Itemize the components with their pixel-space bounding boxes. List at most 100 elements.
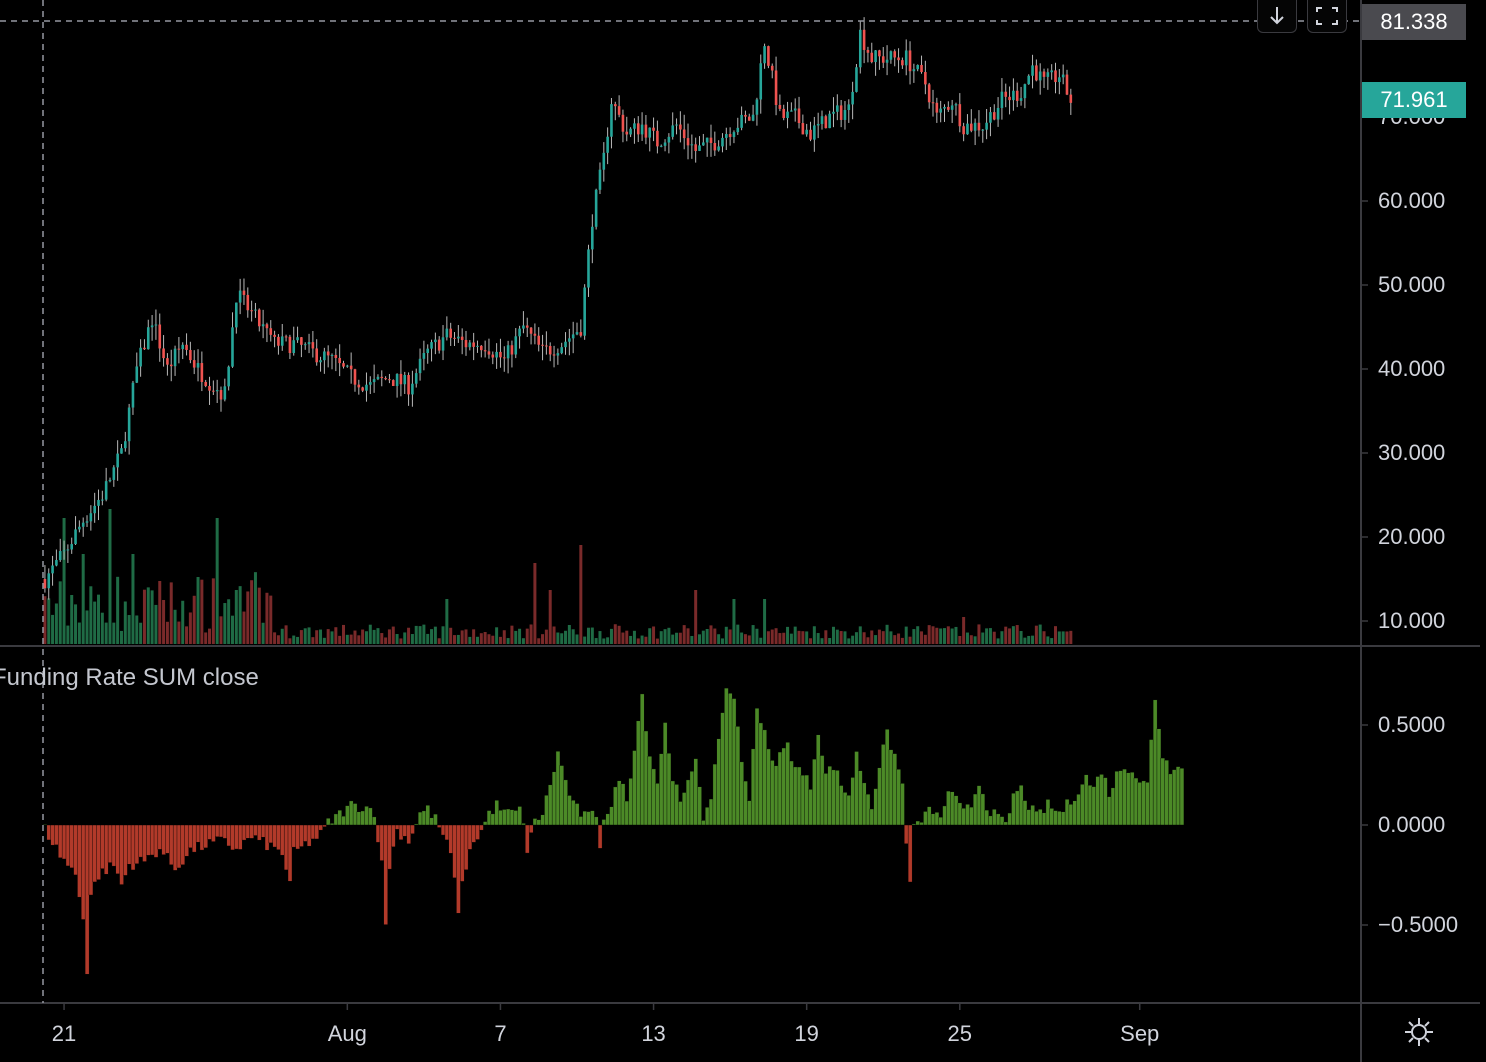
volume-bar	[498, 636, 502, 644]
volume-bar	[395, 634, 399, 644]
fullscreen-icon	[1316, 7, 1338, 25]
funding-bar	[536, 819, 542, 826]
funding-bar	[368, 807, 373, 826]
funding-bar	[1156, 728, 1162, 826]
volume-bar	[629, 635, 633, 644]
candle-body	[280, 336, 284, 346]
funding-bar	[574, 803, 580, 826]
candle-body	[200, 363, 204, 382]
volume-bar	[208, 628, 212, 644]
volume-bar	[1065, 631, 1069, 644]
candle-body	[372, 379, 376, 383]
candle-body	[820, 116, 824, 124]
candle-body	[349, 365, 353, 370]
candle-body	[541, 344, 544, 346]
candle-body	[127, 407, 131, 442]
volume-bar	[586, 627, 590, 644]
volume-bar	[617, 625, 621, 644]
funding-bar	[716, 738, 721, 826]
time-axis-tick-label: Sep	[1120, 1021, 1160, 1046]
funding-bar	[326, 818, 331, 826]
candle-body	[675, 124, 678, 126]
volume-bar	[904, 626, 908, 644]
volume-bar	[690, 635, 694, 644]
funding-bar	[647, 756, 653, 826]
candle-body	[97, 499, 100, 506]
volume-bar	[797, 630, 801, 644]
candle-body	[724, 134, 728, 138]
funding-bar	[146, 824, 151, 856]
volume-bar	[755, 628, 759, 644]
candle-body	[43, 579, 47, 589]
time-axis-tick-label: 7	[494, 1021, 507, 1046]
volume-bar	[870, 630, 874, 644]
funding-bar	[1087, 785, 1093, 826]
funding-bar	[360, 810, 365, 826]
volume-bar	[579, 545, 583, 644]
candle-body	[1042, 71, 1046, 77]
volume-bar	[763, 599, 767, 644]
funding-bar	[919, 822, 924, 826]
volume-bar	[525, 628, 529, 644]
volume-bar	[824, 630, 828, 644]
funding-bar	[747, 800, 752, 826]
candle-body	[66, 549, 70, 551]
volume-bar	[441, 626, 445, 644]
funding-bar	[314, 824, 320, 840]
volume-bar	[678, 632, 682, 644]
funding-bar	[402, 824, 408, 837]
volume-bar	[135, 615, 139, 644]
scroll-to-latest-button[interactable]	[1257, 0, 1297, 33]
candle-body	[395, 373, 399, 387]
candle-body	[483, 350, 487, 352]
candle-body	[326, 351, 330, 356]
candle-body	[196, 363, 200, 368]
funding-bar	[988, 815, 993, 826]
volume-bar	[858, 626, 862, 644]
candle-body	[843, 110, 847, 120]
funding-bar	[785, 742, 790, 826]
funding-bar	[953, 795, 959, 826]
funding-bar	[337, 809, 342, 826]
funding-bar	[1152, 699, 1158, 826]
funding-bar	[238, 824, 243, 850]
funding-bar	[850, 777, 855, 826]
volume-bar	[1008, 628, 1012, 644]
volume-bar	[709, 625, 713, 644]
candle-body	[525, 325, 529, 328]
funding-bar	[483, 821, 488, 826]
funding-bar	[1172, 769, 1177, 826]
volume-bar	[273, 632, 277, 644]
gear-icon[interactable]	[1403, 1016, 1435, 1048]
candle-body	[480, 345, 483, 351]
funding-bar	[440, 824, 446, 836]
funding-bar	[234, 824, 239, 850]
volume-bar	[322, 637, 326, 644]
funding-bar	[1141, 780, 1146, 826]
funding-bar	[429, 817, 434, 826]
price-axis-tick-label: 50.000	[1378, 272, 1446, 297]
funding-bar	[264, 824, 270, 851]
candle-body	[656, 130, 659, 147]
fullscreen-button[interactable]	[1307, 0, 1347, 33]
candle-body	[1004, 91, 1008, 97]
funding-bar	[1175, 766, 1181, 826]
volume-bar	[116, 576, 120, 644]
funding-bar	[904, 824, 909, 844]
volume-bar	[839, 631, 843, 644]
volume-bar	[720, 638, 724, 644]
funding-bar	[169, 824, 174, 865]
candle-body	[801, 123, 805, 135]
funding-bar	[494, 800, 499, 826]
funding-bar	[92, 824, 97, 883]
funding-bar	[184, 824, 189, 857]
volume-bar	[916, 626, 920, 644]
volume-bar	[296, 636, 300, 644]
volume-bar	[250, 580, 254, 644]
candle-body	[832, 111, 835, 114]
funding-bar	[180, 824, 186, 865]
candle-body	[966, 123, 969, 135]
volume-bar	[414, 625, 418, 644]
funding-bar	[670, 780, 676, 826]
